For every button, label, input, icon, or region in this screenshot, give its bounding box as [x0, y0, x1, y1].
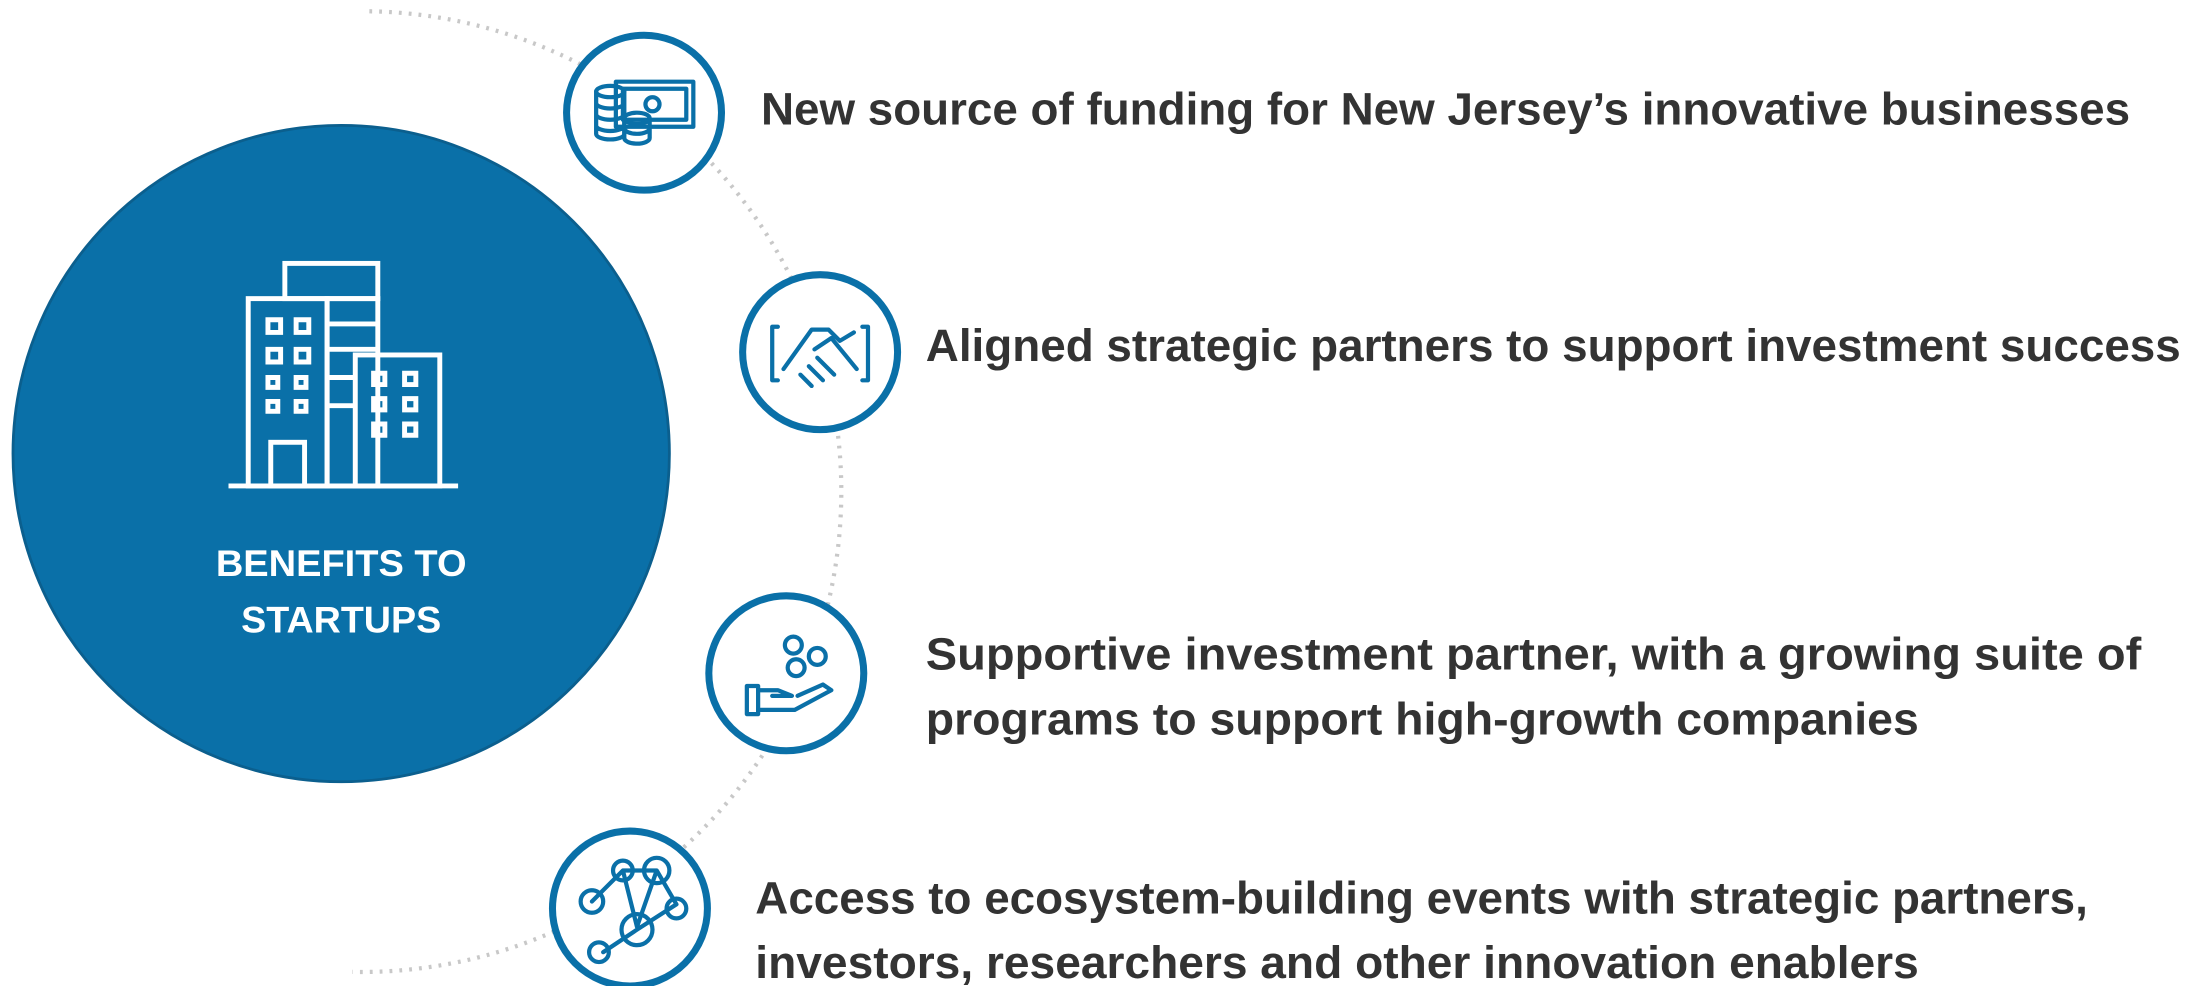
hand-coins-icon — [705, 592, 868, 755]
network-icon — [548, 827, 711, 986]
center-label: STARTUPS — [241, 599, 441, 640]
funding-icon — [563, 31, 726, 194]
benefit-text: Aligned strategic partners to support in… — [926, 320, 2181, 371]
benefit-text: Supportive investment partner, with a gr… — [926, 629, 2143, 680]
benefit-text: investors, researchers and other innovat… — [755, 937, 1918, 986]
benefit-text: New source of funding for New Jersey’s i… — [761, 84, 2130, 135]
center-label: BENEFITS TO — [216, 543, 467, 584]
benefit-text: Access to ecosystem-building events with… — [755, 872, 2088, 923]
benefit-text: programs to support high-growth companie… — [926, 694, 1919, 745]
handshake-icon — [739, 271, 902, 434]
center-circle — [11, 123, 671, 784]
building-icon — [228, 260, 459, 489]
